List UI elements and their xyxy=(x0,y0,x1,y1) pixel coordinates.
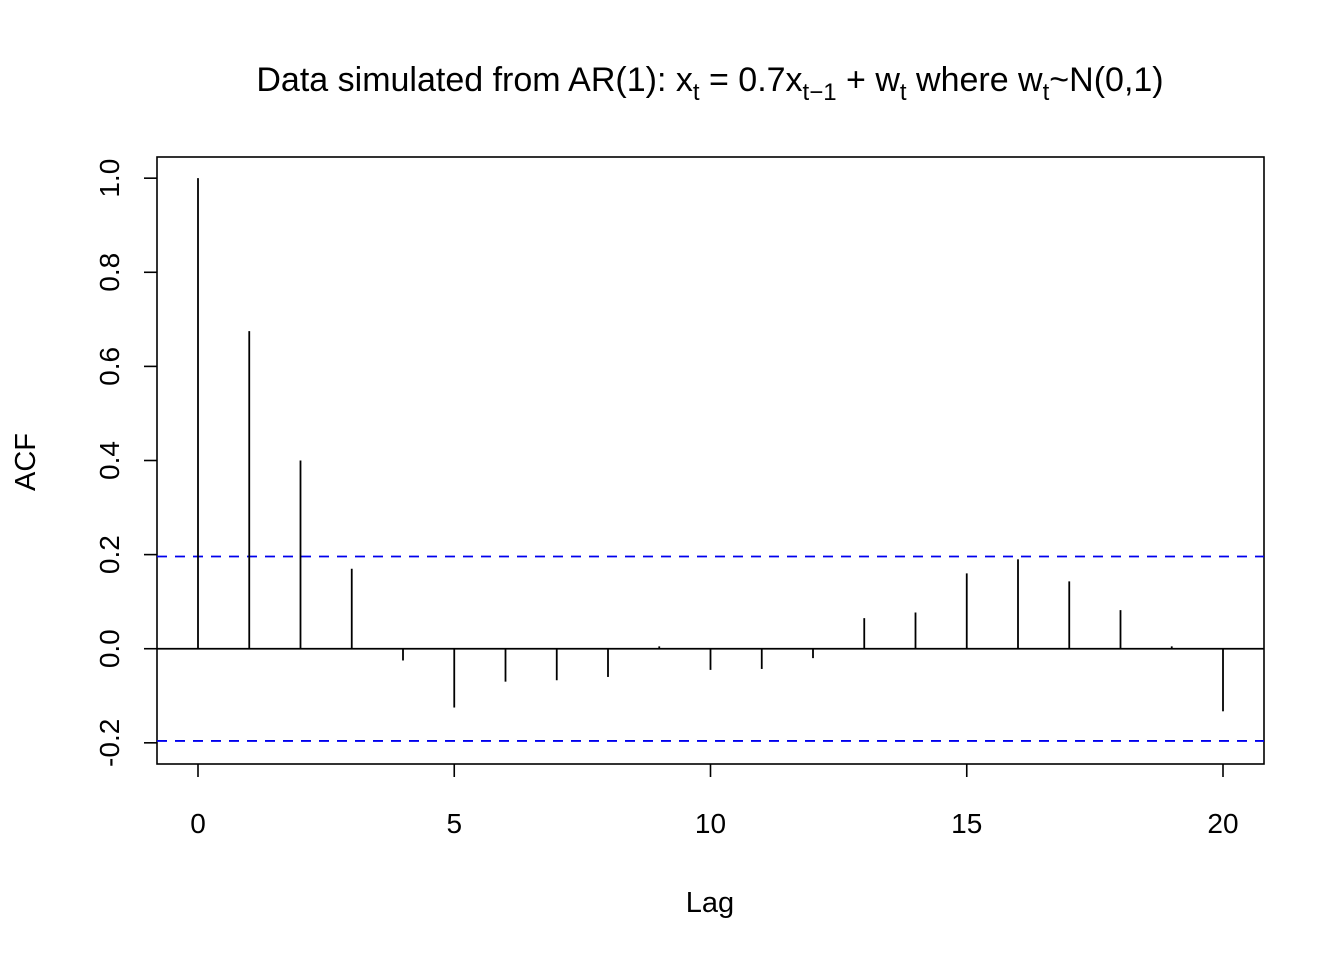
y-tick-label: 0.0 xyxy=(94,629,125,668)
x-tick-label: 5 xyxy=(446,808,462,839)
y-tick-label: 0.4 xyxy=(94,441,125,480)
x-axis-title: Lag xyxy=(686,887,734,919)
x-tick-label: 20 xyxy=(1207,808,1238,839)
y-axis: -0.2 0.0 0.2 0.4 0.6 0.8 1.0 xyxy=(94,159,157,767)
x-tick-label: 0 xyxy=(190,808,206,839)
plot-frame xyxy=(156,156,1265,765)
y-tick-label: 0.8 xyxy=(94,253,125,292)
y-tick-label: 0.6 xyxy=(94,347,125,386)
x-tick-label: 15 xyxy=(951,808,982,839)
y-axis-title: ACF xyxy=(10,433,42,491)
y-tick-label: -0.2 xyxy=(94,719,125,767)
confidence-bounds xyxy=(157,555,1264,742)
acf-spikes xyxy=(197,178,1224,712)
chart-title: Data simulated from AR(1): xt = 0.7xt−1 … xyxy=(256,61,1163,106)
y-tick-label: 0.2 xyxy=(94,535,125,574)
y-tick-label: 1.0 xyxy=(94,159,125,198)
x-tick-label: 10 xyxy=(695,808,726,839)
x-axis: 0 5 10 15 20 xyxy=(190,764,1239,839)
